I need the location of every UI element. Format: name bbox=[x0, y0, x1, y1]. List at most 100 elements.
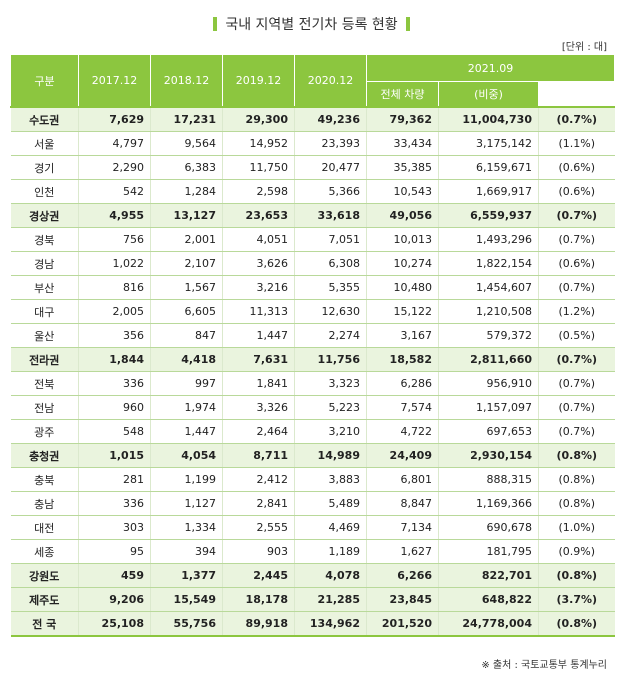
cell-ratio: (0.7%) bbox=[538, 106, 615, 132]
cell-region: 경남 bbox=[10, 251, 79, 276]
cell-y2017: 542 bbox=[78, 179, 151, 204]
header-year-2020: 2020.12 bbox=[294, 54, 367, 108]
cell-region: 충남 bbox=[10, 491, 79, 516]
cell-y2021-09: 18,582 bbox=[366, 347, 439, 372]
cell-y2020: 14,989 bbox=[294, 443, 367, 468]
cell-region: 제주도 bbox=[10, 587, 79, 612]
table-row: 대전 303 1,334 2,555 4,469 7,134 690,678 (1.0%) bbox=[10, 515, 615, 540]
cell-region: 대구 bbox=[10, 299, 79, 324]
cell-y2019: 1,447 bbox=[222, 323, 295, 348]
header-total-vehicles: 전체 차량 bbox=[366, 81, 439, 108]
cell-region: 전 국 bbox=[10, 611, 79, 637]
cell-y2018: 1,377 bbox=[150, 563, 223, 588]
table-row: 전북 336 997 1,841 3,323 6,286 956,910 (0.7%) bbox=[10, 371, 615, 396]
cell-y2018: 2,107 bbox=[150, 251, 223, 276]
cell-y2019: 3,216 bbox=[222, 275, 295, 300]
cell-y2020: 5,366 bbox=[294, 179, 367, 204]
cell-total-vehicles: 579,372 bbox=[438, 323, 539, 348]
header-year-2017: 2017.12 bbox=[78, 54, 151, 108]
source-note: ※ 출처 : 국토교통부 통계누리 bbox=[481, 660, 607, 671]
cell-y2018: 847 bbox=[150, 323, 223, 348]
cell-y2021-09: 6,801 bbox=[366, 467, 439, 492]
cell-y2020: 5,223 bbox=[294, 395, 367, 420]
cell-y2017: 2,005 bbox=[78, 299, 151, 324]
cell-total-vehicles: 1,669,917 bbox=[438, 179, 539, 204]
cell-y2018: 1,447 bbox=[150, 419, 223, 444]
cell-region: 부산 bbox=[10, 275, 79, 300]
cell-total-vehicles: 6,159,671 bbox=[438, 155, 539, 180]
cell-y2020: 5,489 bbox=[294, 491, 367, 516]
cell-ratio: (0.8%) bbox=[538, 443, 615, 468]
cell-y2020: 5,355 bbox=[294, 275, 367, 300]
cell-y2019: 2,598 bbox=[222, 179, 295, 204]
cell-y2017: 2,290 bbox=[78, 155, 151, 180]
cell-ratio: (0.7%) bbox=[538, 347, 615, 372]
cell-y2021-09: 15,122 bbox=[366, 299, 439, 324]
cell-total-vehicles: 24,778,004 bbox=[438, 611, 539, 637]
cell-y2020: 3,883 bbox=[294, 467, 367, 492]
cell-y2019: 2,464 bbox=[222, 419, 295, 444]
cell-ratio: (1.1%) bbox=[538, 131, 615, 156]
subtotal-row: 강원도 459 1,377 2,445 4,078 6,266 822,701 (0.8%) bbox=[10, 563, 615, 588]
cell-ratio: (0.6%) bbox=[538, 179, 615, 204]
cell-total-vehicles: 956,910 bbox=[438, 371, 539, 396]
page-title-text: 국내 지역별 전기차 등록 현황 bbox=[225, 17, 398, 33]
cell-y2018: 15,549 bbox=[150, 587, 223, 612]
cell-y2021-09: 6,286 bbox=[366, 371, 439, 396]
cell-y2019: 3,326 bbox=[222, 395, 295, 420]
cell-ratio: (1.0%) bbox=[538, 515, 615, 540]
cell-y2020: 12,630 bbox=[294, 299, 367, 324]
cell-y2021-09: 33,434 bbox=[366, 131, 439, 156]
table-row: 대구 2,005 6,605 11,313 12,630 15,122 1,210,508(… bbox=[10, 299, 615, 324]
cell-y2021-09: 10,480 bbox=[366, 275, 439, 300]
cell-y2021-09: 1,627 bbox=[366, 539, 439, 564]
cell-region: 울산 bbox=[10, 323, 79, 348]
cell-y2017: 303 bbox=[78, 515, 151, 540]
title-block: 국내 지역별 전기차 등록 현황 bbox=[0, 14, 623, 35]
cell-y2017: 281 bbox=[78, 467, 151, 492]
cell-total-vehicles: 1,157,097 bbox=[438, 395, 539, 420]
cell-y2021-09: 8,847 bbox=[366, 491, 439, 516]
cell-region: 충북 bbox=[10, 467, 79, 492]
cell-y2020: 4,078 bbox=[294, 563, 367, 588]
cell-total-vehicles: 1,454,607 bbox=[438, 275, 539, 300]
cell-y2019: 2,555 bbox=[222, 515, 295, 540]
cell-y2021-09: 10,543 bbox=[366, 179, 439, 204]
table-row: 충남 336 1,127 2,841 5,489 8,847 1,169,366 (0.8%) bbox=[10, 491, 615, 516]
cell-y2018: 13,127 bbox=[150, 203, 223, 228]
cell-total-vehicles: 697,653 bbox=[438, 419, 539, 444]
cell-total-vehicles: 1,210,508 bbox=[438, 299, 539, 324]
cell-ratio: (1.2%) bbox=[538, 299, 615, 324]
cell-y2018: 2,001 bbox=[150, 227, 223, 252]
table-row: 경남 1,022 2,107 3,626 6,308 10,274 1,822,154 (0.… bbox=[10, 251, 615, 276]
table-row: 경북 756 2,001 4,051 7,051 10,013 1,493,296 (0.7%… bbox=[10, 227, 615, 252]
cell-ratio: (0.8%) bbox=[538, 611, 615, 637]
cell-y2019: 1,841 bbox=[222, 371, 295, 396]
cell-y2018: 9,564 bbox=[150, 131, 223, 156]
cell-ratio: (0.7%) bbox=[538, 395, 615, 420]
cell-y2021-09: 23,845 bbox=[366, 587, 439, 612]
table-row: 전남 960 1,974 3,326 5,223 7,574 1,157,097 (0.7%) bbox=[10, 395, 615, 420]
cell-y2021-09: 24,409 bbox=[366, 443, 439, 468]
cell-y2021-09: 10,274 bbox=[366, 251, 439, 276]
cell-ratio: (0.6%) bbox=[538, 155, 615, 180]
cell-y2018: 55,756 bbox=[150, 611, 223, 637]
cell-y2019: 7,631 bbox=[222, 347, 295, 372]
cell-y2017: 4,797 bbox=[78, 131, 151, 156]
cell-y2019: 2,412 bbox=[222, 467, 295, 492]
cell-y2017: 4,955 bbox=[78, 203, 151, 228]
cell-y2017: 25,108 bbox=[78, 611, 151, 637]
cell-y2021-09: 3,167 bbox=[366, 323, 439, 348]
cell-total-vehicles: 2,930,154 bbox=[438, 443, 539, 468]
table-row: 충북 281 1,199 2,412 3,883 6,801 888,315 (0.8%) bbox=[10, 467, 615, 492]
cell-y2018: 4,054 bbox=[150, 443, 223, 468]
cell-y2017: 548 bbox=[78, 419, 151, 444]
cell-region: 광주 bbox=[10, 419, 79, 444]
cell-y2020: 33,618 bbox=[294, 203, 367, 228]
cell-y2018: 1,567 bbox=[150, 275, 223, 300]
cell-y2020: 11,756 bbox=[294, 347, 367, 372]
header-year-2018: 2018.12 bbox=[150, 54, 223, 108]
cell-y2017: 1,022 bbox=[78, 251, 151, 276]
cell-y2017: 356 bbox=[78, 323, 151, 348]
table-row: 세종 95 394 903 1,189 1,627 181,795 (0.9%) bbox=[10, 539, 615, 564]
